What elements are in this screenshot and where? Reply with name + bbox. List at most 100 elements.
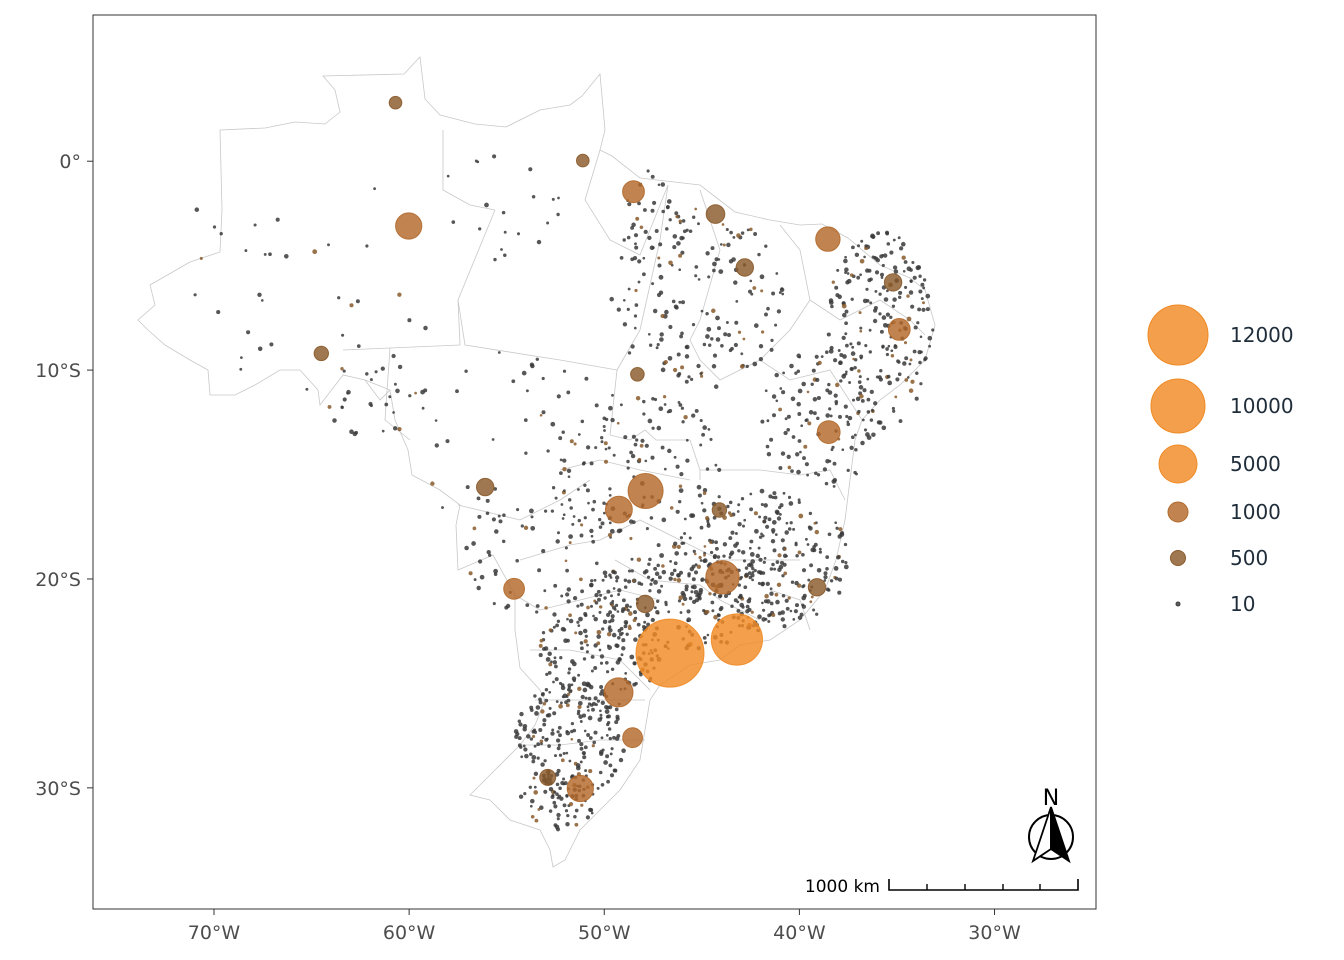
municipality-dot — [895, 377, 900, 382]
municipality-dot — [569, 506, 573, 510]
municipality-dot — [608, 763, 613, 768]
municipality-dot — [598, 525, 603, 529]
municipality-dot — [706, 326, 712, 332]
municipality-dot — [702, 558, 708, 563]
municipality-dot — [397, 292, 402, 297]
municipality-dot — [533, 785, 537, 789]
municipality-dot — [698, 555, 702, 560]
municipality-dot — [657, 575, 662, 580]
municipality-dot — [533, 771, 539, 777]
municipality-dot — [660, 584, 664, 588]
municipality-dot — [548, 786, 554, 792]
municipality-dot — [835, 526, 839, 530]
municipality-dot — [599, 713, 603, 717]
municipality-dot — [577, 488, 580, 491]
municipality-dot — [678, 300, 682, 304]
municipality-dot — [505, 603, 511, 609]
municipality-dot — [538, 727, 543, 733]
municipality-dot — [705, 334, 710, 339]
municipality-dot — [846, 468, 850, 473]
municipality-dot — [699, 372, 703, 376]
municipality-dot — [676, 544, 681, 550]
municipality-dot — [599, 661, 604, 665]
municipality-dot — [836, 268, 840, 272]
municipality-dot — [660, 182, 666, 187]
municipality-dot — [541, 549, 546, 554]
municipality-dot — [560, 594, 564, 598]
municipality-dot — [908, 388, 914, 393]
municipality-dot — [566, 813, 570, 818]
municipality-dot — [749, 227, 753, 232]
municipality-dot — [778, 564, 784, 570]
municipality-dot — [846, 420, 850, 424]
municipality-dot — [665, 227, 669, 231]
municipality-dot — [604, 417, 609, 422]
municipality-dot — [565, 821, 570, 827]
municipality-dot — [380, 366, 385, 371]
municipality-dot — [486, 549, 491, 555]
municipality-dot — [823, 571, 828, 576]
municipality-dot — [823, 579, 827, 582]
municipality-dot — [559, 458, 563, 462]
municipality-dot — [407, 318, 412, 323]
municipality-dot — [608, 625, 612, 629]
municipality-dot — [560, 626, 566, 632]
municipality-dot — [577, 686, 582, 692]
municipality-dot — [535, 705, 541, 710]
municipality-dot — [780, 538, 785, 543]
municipality-dot — [621, 748, 626, 753]
municipality-dot — [244, 249, 248, 253]
municipality-dot — [556, 768, 561, 773]
municipality-dot — [838, 360, 843, 365]
municipality-dot — [575, 765, 581, 771]
municipality-dot — [583, 516, 587, 520]
municipality-dot — [729, 552, 733, 557]
municipality-dot — [631, 222, 636, 228]
municipality-dot — [832, 477, 838, 483]
municipality-dot — [619, 256, 624, 260]
municipality-dot — [736, 510, 740, 513]
municipality-dot — [804, 419, 808, 422]
municipality-dot — [681, 602, 685, 606]
municipality-dot — [706, 522, 710, 526]
municipality-dot — [903, 341, 908, 345]
municipality-dot — [577, 624, 581, 627]
municipality-dot — [573, 442, 577, 446]
municipality-dot — [408, 394, 412, 398]
municipality-dot — [797, 388, 803, 394]
municipality-dot — [853, 433, 857, 437]
municipality-dot — [365, 372, 369, 376]
municipality-dot — [783, 571, 788, 576]
municipality-dot — [593, 730, 598, 735]
municipality-dot — [897, 295, 902, 300]
municipality-dot — [802, 456, 806, 461]
municipality-dot — [673, 561, 678, 566]
municipality-dot — [623, 578, 628, 583]
municipality-dot — [796, 469, 801, 475]
municipality-dot — [765, 599, 771, 604]
municipality-dot — [751, 567, 755, 571]
municipality-dot — [781, 594, 786, 598]
legend-label: 10 — [1230, 592, 1255, 616]
municipality-dot — [627, 351, 632, 355]
municipality-dot — [239, 367, 243, 371]
municipality-dot — [771, 520, 777, 525]
municipality-dot — [871, 255, 875, 259]
municipality-dot — [650, 455, 655, 460]
municipality-dot — [878, 312, 882, 316]
municipality-dot — [726, 504, 730, 509]
municipality-dot — [608, 521, 612, 525]
municipality-dot — [758, 356, 764, 362]
municipality-dot — [857, 369, 861, 373]
municipality-dot — [855, 472, 858, 476]
municipality-dot — [771, 530, 775, 534]
municipality-dot — [535, 357, 539, 361]
municipality-dot — [766, 306, 770, 311]
municipality-dot — [707, 428, 711, 431]
municipality-dot — [574, 631, 578, 635]
municipality-dot — [622, 322, 628, 327]
municipality-dot — [395, 388, 400, 394]
municipality-dot — [871, 432, 876, 437]
municipality-dot — [550, 731, 555, 736]
municipality-dot — [749, 507, 754, 512]
